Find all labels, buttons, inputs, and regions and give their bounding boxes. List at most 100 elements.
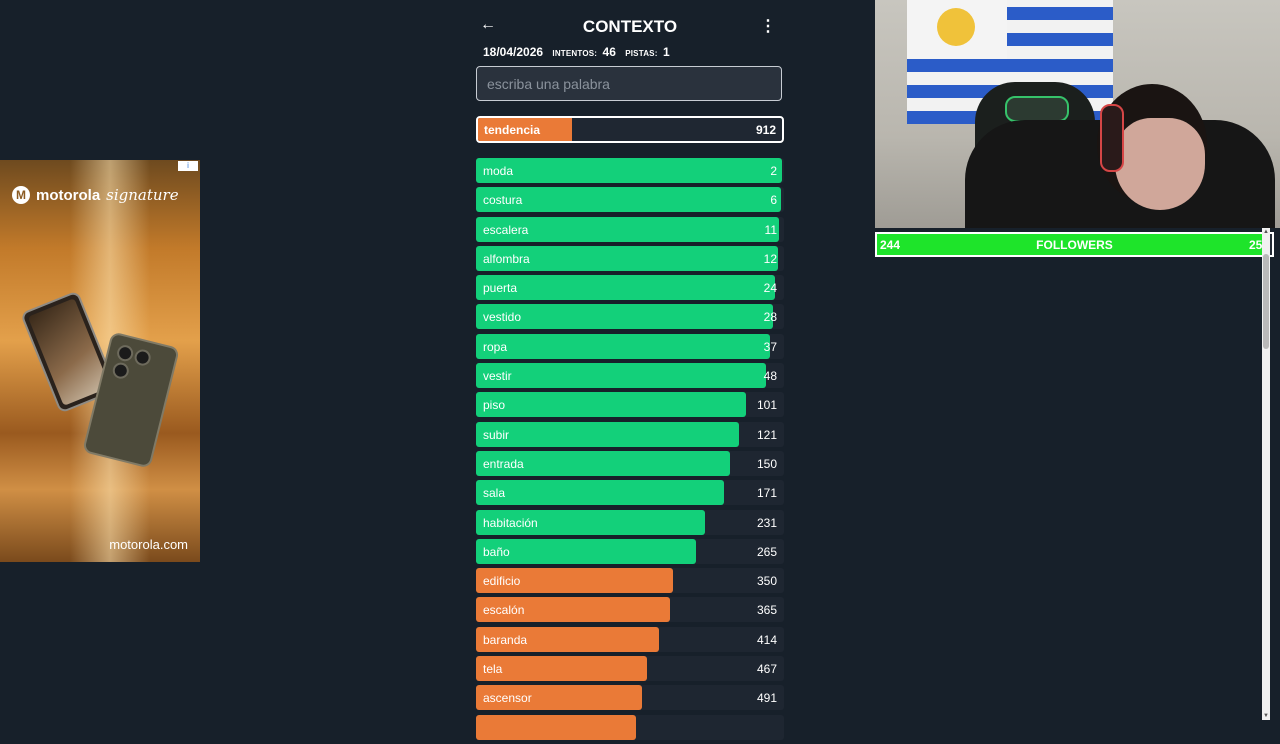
pistas-count: 1 bbox=[662, 45, 670, 59]
guess-bar-fill bbox=[476, 421, 740, 447]
guess-bar-fill bbox=[476, 685, 643, 711]
guess-bar-fill bbox=[476, 333, 771, 359]
guess-rank: 12 bbox=[763, 251, 777, 266]
guess-row: ascensor 491 bbox=[476, 685, 784, 711]
guess-list: moda 2 costura 6 escalera 11 alfombra 12 puerta 2… bbox=[476, 158, 784, 744]
followers-current: 244 bbox=[880, 238, 901, 252]
guess-rank: 2 bbox=[770, 164, 777, 178]
guess-rank: 150 bbox=[756, 456, 777, 471]
back-arrow-icon[interactable]: ← bbox=[480, 16, 496, 33]
guess-rank: 365 bbox=[756, 603, 777, 618]
guess-bar-fill bbox=[476, 656, 647, 682]
followers-progress-fill bbox=[877, 234, 1263, 255]
guess-row: ropa 37 bbox=[476, 333, 784, 359]
sun-of-may-icon bbox=[937, 8, 975, 46]
more-menu-icon[interactable]: ⋮ bbox=[760, 18, 776, 35]
guess-row: entrada 150 bbox=[476, 450, 784, 476]
guess-word: vestido bbox=[483, 310, 522, 325]
ad-site-link[interactable]: motorola.com bbox=[109, 537, 188, 552]
guess-rank: 491 bbox=[756, 691, 777, 706]
guess-bar-fill bbox=[476, 275, 775, 301]
guess-bar-fill bbox=[476, 626, 660, 652]
guess-rank: 231 bbox=[756, 515, 777, 530]
headphones-icon bbox=[1100, 104, 1124, 172]
guess-word: alfombra bbox=[483, 251, 530, 266]
guess-word: baranda bbox=[483, 632, 528, 647]
guess-bar-fill bbox=[476, 597, 671, 623]
guess-word: puerta bbox=[483, 281, 518, 296]
guess-bar-fill bbox=[476, 392, 746, 418]
ad-brand-signature: signature bbox=[106, 186, 179, 204]
guess-word: moda bbox=[483, 164, 514, 178]
guess-row: sala 171 bbox=[476, 480, 784, 506]
guess-row: vestido 28 bbox=[476, 304, 784, 330]
guess-row: vestir 48 bbox=[476, 363, 784, 389]
game-header: ← CONTEXTO ⋮ bbox=[476, 0, 784, 52]
guess-rank: 467 bbox=[756, 662, 777, 677]
guess-rank: 11 bbox=[764, 222, 777, 237]
last-guess-row: tendencia 912 bbox=[476, 116, 784, 143]
last-guess-rank: 912 bbox=[755, 123, 776, 137]
guess-word: edificio bbox=[483, 574, 521, 589]
streamer-face bbox=[1115, 118, 1205, 210]
guess-rank: 6 bbox=[770, 193, 777, 208]
guess-word: ascensor bbox=[483, 691, 532, 706]
guess-rank: 414 bbox=[756, 632, 777, 647]
guess-bar-fill bbox=[476, 304, 774, 330]
game-title: CONTEXTO bbox=[582, 17, 678, 36]
guess-word: ropa bbox=[483, 339, 508, 354]
guess-bar-fill bbox=[476, 509, 706, 535]
guess-word: escalera bbox=[483, 222, 529, 237]
guess-row: escalera 11 bbox=[476, 216, 784, 242]
guess-bar-fill bbox=[476, 480, 724, 506]
intentos-count: 46 bbox=[602, 45, 616, 59]
motorola-ad[interactable]: i M motorola signature motorola.com bbox=[0, 160, 200, 562]
ad-info-icon[interactable]: i bbox=[178, 161, 198, 171]
game-info: 18/04/2026 INTENTOS: 46 PISTAS: 1 bbox=[483, 45, 670, 59]
guess-row: puerta 24 bbox=[476, 275, 784, 301]
guess-rank: 350 bbox=[756, 574, 777, 589]
guess-row: moda 2 bbox=[476, 158, 784, 183]
guess-bar-fill bbox=[476, 450, 731, 476]
word-input[interactable] bbox=[476, 66, 782, 101]
guess-row: alfombra 12 bbox=[476, 245, 784, 271]
guess-bar-fill bbox=[476, 245, 778, 271]
guess-word: baño bbox=[483, 544, 510, 559]
guess-rank: 37 bbox=[763, 339, 777, 354]
ad-brand: M motorola signature bbox=[12, 186, 179, 204]
guess-rank: 48 bbox=[763, 369, 777, 384]
guess-row: piso 101 bbox=[476, 392, 784, 418]
guess-word: sala bbox=[483, 486, 506, 501]
followers-goal-bar: 244 FOLLOWERS 250 bbox=[875, 232, 1274, 257]
scroll-up-icon[interactable]: ▲ bbox=[1263, 229, 1269, 235]
contexto-game: ← CONTEXTO ⋮ 18/04/2026 INTENTOS: 46 PIS… bbox=[476, 0, 784, 740]
guess-bar-fill bbox=[476, 216, 780, 242]
guess-row bbox=[476, 714, 784, 740]
last-guess-word: tendencia bbox=[484, 123, 541, 137]
guess-word: entrada bbox=[483, 456, 524, 471]
scroll-down-icon[interactable]: ▼ bbox=[1263, 713, 1269, 719]
guess-bar-fill bbox=[476, 158, 783, 183]
guess-word: tela bbox=[483, 662, 503, 677]
ad-brand-name: motorola bbox=[36, 186, 101, 204]
guess-bar-fill bbox=[476, 568, 674, 594]
guess-bar-fill bbox=[476, 363, 766, 389]
scrollbar-thumb[interactable] bbox=[1263, 254, 1269, 349]
guess-row: subir 121 bbox=[476, 421, 784, 447]
guess-row: escalón 365 bbox=[476, 597, 784, 623]
guess-row: habitación 231 bbox=[476, 509, 784, 535]
guess-rank: 171 bbox=[756, 486, 777, 501]
guess-word: piso bbox=[483, 398, 506, 413]
guess-row: baranda 414 bbox=[476, 626, 784, 652]
guess-rank: 101 bbox=[756, 398, 777, 413]
guess-word: vestir bbox=[483, 369, 512, 384]
guess-rank: 28 bbox=[763, 310, 777, 325]
guess-bar-fill bbox=[476, 714, 637, 740]
page-scrollbar[interactable]: ▲ ▼ bbox=[1262, 228, 1270, 720]
guess-row: costura 6 bbox=[476, 187, 784, 213]
guess-row: baño 265 bbox=[476, 538, 784, 564]
motorola-logo-icon: M bbox=[12, 186, 30, 204]
guess-bar-fill bbox=[476, 538, 697, 564]
game-date: 18/04/2026 bbox=[483, 45, 544, 59]
guess-bar-fill bbox=[476, 187, 781, 213]
